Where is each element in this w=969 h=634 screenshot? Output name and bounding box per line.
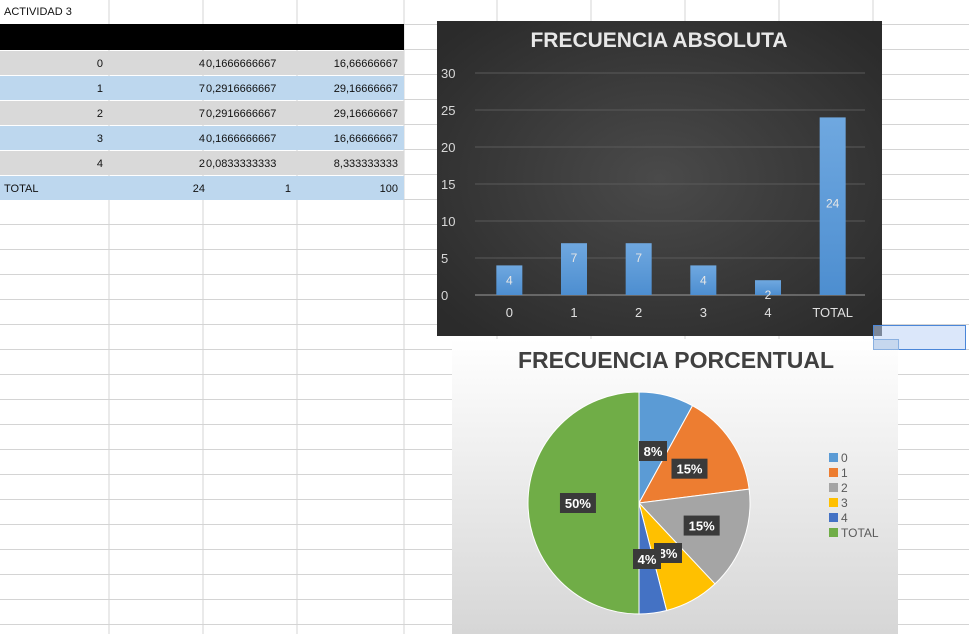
- cell-r5-c0[interactable]: TOTAL: [4, 183, 39, 195]
- row-0-bg: [0, 51, 404, 75]
- legend-swatch-icon: [829, 513, 838, 522]
- cell-r4-c1[interactable]: 2: [198, 158, 205, 170]
- bar-data-label: 4: [700, 273, 707, 287]
- pie-data-label: 4%: [638, 552, 657, 567]
- legend-swatch-icon: [829, 498, 838, 507]
- x-tick-label: 4: [764, 305, 771, 320]
- pie-data-label: 15%: [689, 519, 715, 534]
- legend-swatch-icon: [829, 528, 838, 537]
- x-tick-label: 3: [700, 305, 707, 320]
- header-black-band: [0, 24, 404, 50]
- row-4-bg: [0, 151, 404, 175]
- y-tick-label: 30: [441, 66, 455, 81]
- cell-r4-c3[interactable]: 8,333333333: [333, 158, 398, 170]
- y-tick-label: 15: [441, 177, 455, 192]
- pie-label-box: [639, 441, 667, 461]
- y-tick-label: 25: [441, 103, 455, 118]
- cell-r2-c3[interactable]: 29,16666667: [333, 108, 398, 120]
- selection-overlap: [873, 339, 899, 350]
- cell-r5-c2[interactable]: 1: [284, 183, 291, 195]
- cell-r2-c2[interactable]: 0,2916666667: [206, 108, 277, 120]
- cell-r5-c1[interactable]: 24: [192, 183, 205, 195]
- bar-TOTAL[interactable]: [819, 117, 846, 296]
- pie-label-box: [683, 515, 720, 536]
- cell-r3-c3[interactable]: 16,66666667: [333, 133, 398, 145]
- bar-data-label: 24: [826, 196, 840, 210]
- pie-data-label: 8%: [659, 546, 678, 561]
- cell-r3-c1[interactable]: 4: [198, 133, 205, 145]
- cell-r1-c2[interactable]: 0,2916666667: [206, 83, 277, 95]
- pie-label-box: [671, 458, 708, 479]
- legend-swatch-icon: [829, 483, 838, 492]
- cell-r2-c0[interactable]: 2: [96, 108, 103, 120]
- row-2-bg: [0, 101, 404, 125]
- pie-label-box: [559, 493, 596, 513]
- cell-r0-c2[interactable]: 0,1666666667: [206, 58, 277, 70]
- x-tick-label: 2: [635, 305, 642, 320]
- legend-label: 3: [841, 496, 848, 510]
- cell-r3-c2[interactable]: 0,1666666667: [206, 133, 277, 145]
- y-tick-label: 20: [441, 140, 455, 155]
- bar-1[interactable]: [561, 243, 587, 295]
- row-1-bg: [0, 76, 404, 100]
- legend-label: 0: [841, 451, 848, 465]
- bar-data-label: 7: [635, 251, 642, 265]
- cell-r3-c0[interactable]: 3: [96, 133, 103, 145]
- row-3-bg: [0, 126, 404, 150]
- legend-label: 1: [841, 466, 848, 480]
- pie-chart-frecuencia-porcentual[interactable]: FRECUENCIA PORCENTUAL 8%15%15%8%4%50% 01…: [452, 339, 898, 634]
- cell-title[interactable]: ACTIVIDAD 3: [4, 6, 72, 18]
- pie-data-label: 8%: [644, 444, 663, 459]
- cell-r1-c1[interactable]: 7: [198, 83, 205, 95]
- legend-swatch-icon: [829, 453, 838, 462]
- cell-r5-c3[interactable]: 100: [379, 183, 398, 195]
- x-tick-label: TOTAL: [812, 305, 853, 320]
- cell-r1-c0[interactable]: 1: [96, 83, 103, 95]
- pie-data-label: 50%: [565, 496, 591, 511]
- pie-slice-1[interactable]: [638, 405, 750, 504]
- legend-label: 2: [841, 481, 848, 495]
- chart-title: FRECUENCIA ABSOLUTA: [530, 29, 787, 52]
- bar-data-label: 7: [571, 251, 578, 265]
- y-tick-label: 10: [441, 214, 455, 229]
- row-total-bg: [0, 176, 404, 200]
- cell-r0-c1[interactable]: 4: [198, 58, 205, 70]
- cell-r1-c3[interactable]: 29,16666667: [333, 83, 398, 95]
- bar-data-label: 4: [506, 273, 513, 287]
- cell-r4-c0[interactable]: 4: [96, 158, 103, 170]
- x-tick-label: 1: [570, 305, 577, 320]
- y-tick-label: 0: [441, 288, 448, 303]
- pie-label-box: [633, 549, 661, 569]
- pie-data-label: 15%: [676, 462, 702, 477]
- bar-2[interactable]: [625, 243, 652, 295]
- cell-r4-c2[interactable]: 0,0833333333: [206, 158, 277, 170]
- cell-r2-c1[interactable]: 7: [198, 108, 205, 120]
- bar-0[interactable]: [496, 265, 523, 295]
- bar-4[interactable]: [755, 280, 781, 295]
- bar-data-label: 2: [765, 288, 772, 302]
- x-tick-label: 0: [506, 305, 513, 320]
- legend-swatch-icon: [829, 468, 838, 477]
- pie-slice-2[interactable]: [637, 488, 751, 585]
- legend-label: 4: [841, 511, 848, 525]
- y-tick-label: 5: [441, 251, 448, 266]
- pie-chart-title: FRECUENCIA PORCENTUAL: [518, 347, 834, 373]
- cell-r0-c3[interactable]: 16,66666667: [333, 58, 398, 70]
- bar-3[interactable]: [690, 265, 717, 295]
- cell-r0-c0[interactable]: 0: [96, 58, 103, 70]
- legend-label: TOTAL: [841, 526, 879, 540]
